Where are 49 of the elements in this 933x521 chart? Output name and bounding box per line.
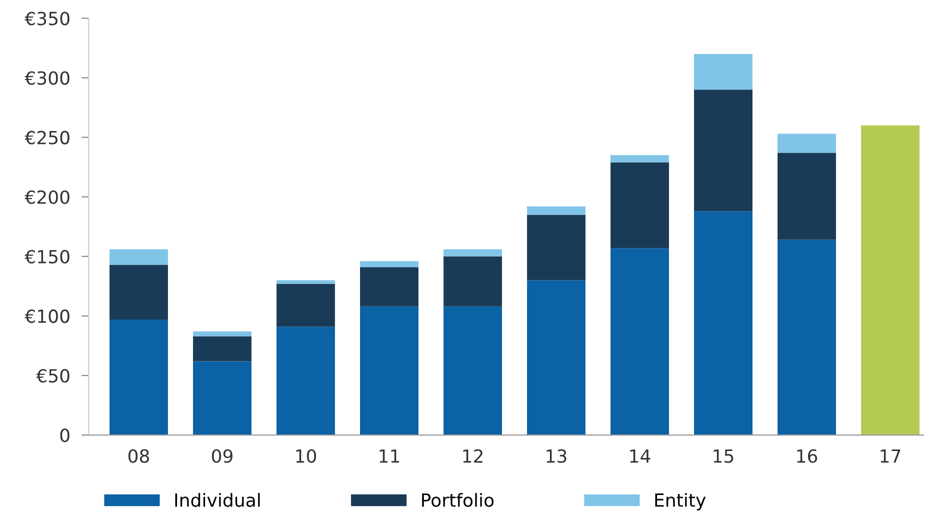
- bar: [110, 249, 168, 265]
- bar: [276, 326, 335, 436]
- x-tick-label: 09: [212, 449, 232, 463]
- bar: [193, 336, 252, 362]
- bar: [778, 134, 836, 153]
- y-tick-label: €100: [24, 309, 70, 324]
- bar: [694, 211, 752, 436]
- bar: [694, 54, 752, 90]
- legend-label: Individual: [175, 492, 260, 507]
- bar: [527, 280, 586, 436]
- bar: [276, 284, 335, 327]
- bar: [527, 206, 586, 215]
- bar: [694, 90, 752, 212]
- y-tick-label: €350: [24, 12, 70, 26]
- bar: [444, 249, 502, 256]
- bar: [110, 320, 168, 436]
- bar: [778, 152, 836, 240]
- bar: [193, 361, 252, 436]
- x-tick-label: 08: [128, 449, 149, 463]
- y-tick-label: €300: [24, 71, 70, 85]
- bar: [778, 240, 836, 436]
- bar: [610, 248, 669, 436]
- bar: [110, 264, 168, 320]
- bar: [444, 256, 502, 306]
- bar: [276, 280, 335, 284]
- x-tick-label: 17: [880, 449, 900, 463]
- x-tick-label: 15: [714, 449, 734, 463]
- bar: [360, 306, 418, 436]
- bar: [360, 261, 418, 268]
- x-tick-label: 14: [630, 449, 650, 463]
- y-tick-label: €250: [24, 130, 70, 144]
- x-tick-label: 10: [296, 449, 316, 463]
- x-tick-label: 12: [463, 449, 482, 463]
- bar: [193, 331, 252, 336]
- bar: [444, 306, 502, 436]
- bar: [610, 155, 669, 162]
- legend-label: Portfolio: [422, 492, 494, 507]
- bar: [527, 214, 586, 280]
- bar: [610, 162, 669, 248]
- x-tick-label: 13: [546, 449, 566, 463]
- bar: [861, 125, 920, 436]
- y-tick-label: €150: [24, 250, 70, 264]
- bar: [360, 267, 418, 306]
- legend-label: Entity: [655, 492, 706, 510]
- y-tick-label: 0: [60, 428, 70, 442]
- x-tick-label: 11: [380, 449, 400, 463]
- y-tick-label: €50: [36, 368, 70, 383]
- x-tick-label: 16: [797, 449, 818, 463]
- y-tick-label: €200: [24, 190, 70, 204]
